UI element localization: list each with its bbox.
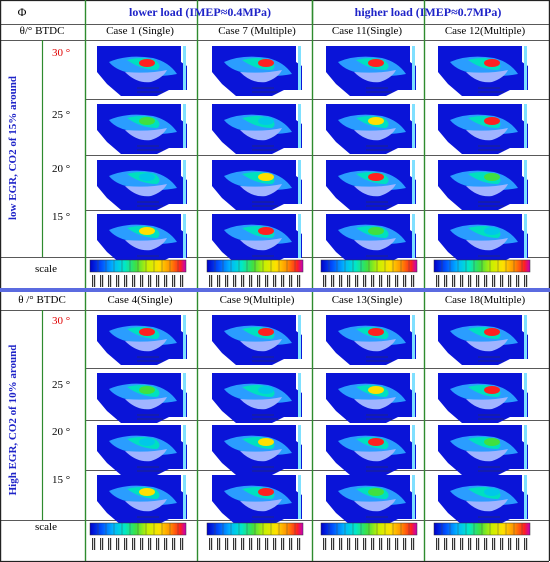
theta-label-high-egr: θ /° BTDC	[18, 294, 66, 306]
scale-legend	[433, 522, 531, 550]
case-7-label: Case 7 (Multiple)	[218, 25, 296, 37]
phi-header: Φ	[18, 5, 27, 19]
case-11-label: Case 11(Single)	[332, 25, 402, 37]
contour-plot	[438, 373, 528, 423]
contour-plot	[326, 160, 416, 210]
angle-15-low: 15 °	[52, 211, 70, 223]
contour-plot	[212, 104, 302, 154]
side-label-high-egr: High EGR, CO2 of 10% around	[7, 345, 19, 496]
contour-plot	[97, 160, 187, 210]
angle-25-high: 25 °	[52, 379, 70, 391]
angle-20-high: 20 °	[52, 426, 70, 438]
contour-plot	[438, 214, 528, 264]
contour-plot	[326, 315, 416, 365]
case-12-label: Case 12(Multiple)	[445, 25, 526, 37]
angle-20-low: 20 °	[52, 163, 70, 175]
contour-plot	[438, 160, 528, 210]
contour-plot	[438, 475, 528, 525]
case-9-label: Case 9(Multiple)	[220, 294, 295, 306]
scale-legend	[433, 259, 531, 287]
case-13-label: Case 13(Single)	[332, 294, 403, 306]
contour-plot	[97, 104, 187, 154]
angle-25-low: 25 °	[52, 109, 70, 121]
contour-plot	[97, 425, 187, 475]
scale-legend	[320, 522, 418, 550]
contour-plot	[326, 425, 416, 475]
contour-plot	[438, 46, 528, 96]
contour-plot	[97, 475, 187, 525]
contour-plot	[212, 46, 302, 96]
contour-plot	[97, 214, 187, 264]
angle-15-high: 15 °	[52, 474, 70, 486]
contour-plot	[326, 104, 416, 154]
lower-load-title: lower load (IMEP≈0.4MPa)	[129, 5, 271, 19]
scale-legends	[89, 259, 531, 550]
case-18-label: Case 18(Multiple)	[445, 294, 526, 306]
contour-plot	[212, 373, 302, 423]
scale-label-high: scale	[35, 521, 57, 533]
case-1-label: Case 1 (Single)	[106, 25, 174, 37]
contour-plot	[97, 46, 187, 96]
contour-plot	[438, 104, 528, 154]
contour-plot	[212, 475, 302, 525]
angle-30-high: 30 °	[52, 315, 70, 327]
scale-label-low: scale	[35, 263, 57, 275]
contour-plot	[212, 315, 302, 365]
contour-plot	[438, 425, 528, 475]
scale-legend	[206, 522, 304, 550]
side-label-low-egr: low EGR, CO2 of 15% around	[7, 76, 19, 220]
scale-legend	[320, 259, 418, 287]
contour-plot	[438, 315, 528, 365]
contour-plot	[212, 214, 302, 264]
higher-load-title: higher load (IMEP≈0.7MPa)	[355, 5, 502, 19]
angle-30-low: 30 °	[52, 47, 70, 59]
contour-plot	[97, 373, 187, 423]
scale-legend	[89, 522, 187, 550]
contour-plot	[212, 160, 302, 210]
contour-plot	[326, 475, 416, 525]
case-4-label: Case 4(Single)	[107, 294, 172, 306]
contour-plot	[326, 46, 416, 96]
contour-plots	[97, 46, 528, 525]
contour-plot	[326, 214, 416, 264]
contour-plot	[97, 315, 187, 365]
theta-label-low-egr: θ/° BTDC	[20, 25, 65, 37]
contour-plot	[326, 373, 416, 423]
scale-legend	[89, 259, 187, 287]
contour-plot	[212, 425, 302, 475]
scale-legend	[206, 259, 304, 287]
